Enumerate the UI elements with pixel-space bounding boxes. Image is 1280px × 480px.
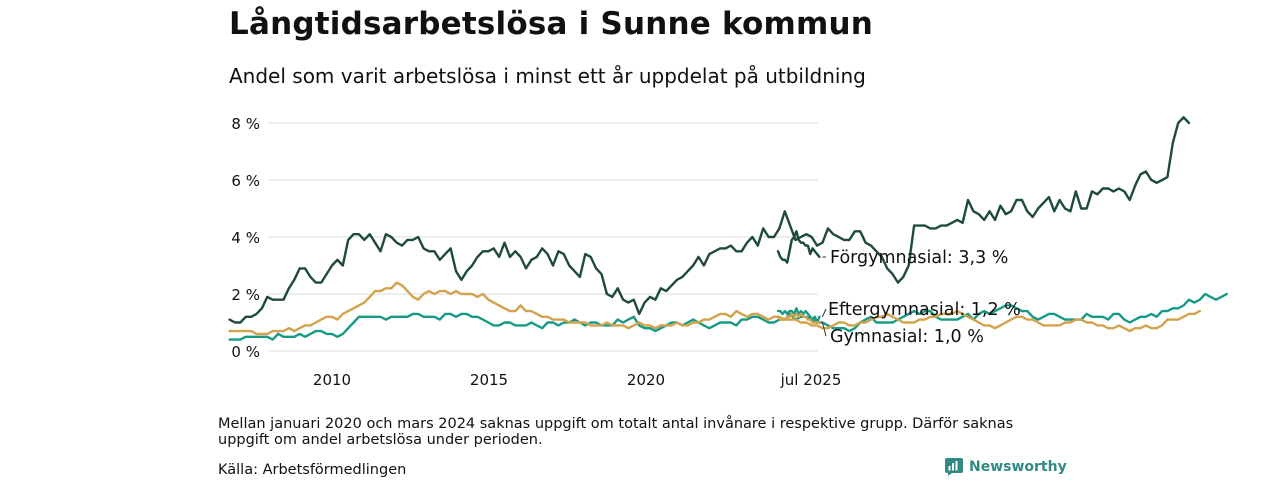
- series-line-eftergymnasial: [228, 292, 1228, 341]
- end-label-leader: [821, 322, 827, 337]
- series-line-forgymnasial: [228, 116, 1191, 324]
- chart-area: 0 % 2 % 4 % 6 % 8 % 2010 2015 2020 jul 2025 För…: [228, 115, 1228, 389]
- series-line-forgymnasial: [776, 230, 821, 264]
- y-axis-tick-labels: 0 % 2 % 4 % 6 % 8 %: [231, 115, 260, 361]
- series-line-eftergymnasial: [776, 307, 821, 324]
- end-label-eftergymnasial: Eftergymnasial: 1,2 %: [828, 300, 1021, 320]
- y-tick-label: 2 %: [231, 286, 260, 304]
- series-line-gymnasial: [228, 281, 1202, 336]
- chart-subtitle: Andel som varit arbetslösa i minst ett å…: [229, 64, 866, 88]
- chart-note: Mellan januari 2020 och mars 2024 saknas…: [218, 416, 1014, 448]
- series-line-gymnasial: [776, 312, 821, 324]
- y-tick-label: 4 %: [231, 229, 260, 247]
- gridlines: [268, 122, 818, 352]
- x-tick-label: jul 2025: [780, 371, 842, 389]
- chart-source: Källa: Arbetsförmedlingen: [218, 462, 407, 478]
- series-lines: [228, 116, 1228, 341]
- newsworthy-logo-text: Newsworthy: [969, 459, 1067, 475]
- newsworthy-logo-icon: [945, 458, 963, 476]
- chart-title: Långtidsarbetslösa i Sunne kommun: [229, 6, 873, 42]
- x-tick-label: 2015: [470, 371, 508, 389]
- series-end-labels: Förgymnasial: 3,3 % Eftergymnasial: 1,2 %…: [821, 248, 1021, 347]
- x-tick-label: 2010: [313, 371, 351, 389]
- x-axis-tick-labels: 2010 2015 2020 jul 2025: [313, 371, 841, 389]
- x-tick-label: 2020: [627, 371, 665, 389]
- y-tick-label: 0 %: [231, 343, 260, 361]
- end-label-leader: [821, 308, 827, 318]
- y-tick-label: 8 %: [231, 115, 260, 133]
- newsworthy-logo: Newsworthy: [945, 458, 1067, 476]
- end-label-gymnasial: Gymnasial: 1,0 %: [830, 327, 984, 347]
- y-tick-label: 6 %: [231, 172, 260, 190]
- end-label-forgymnasial: Förgymnasial: 3,3 %: [830, 248, 1008, 268]
